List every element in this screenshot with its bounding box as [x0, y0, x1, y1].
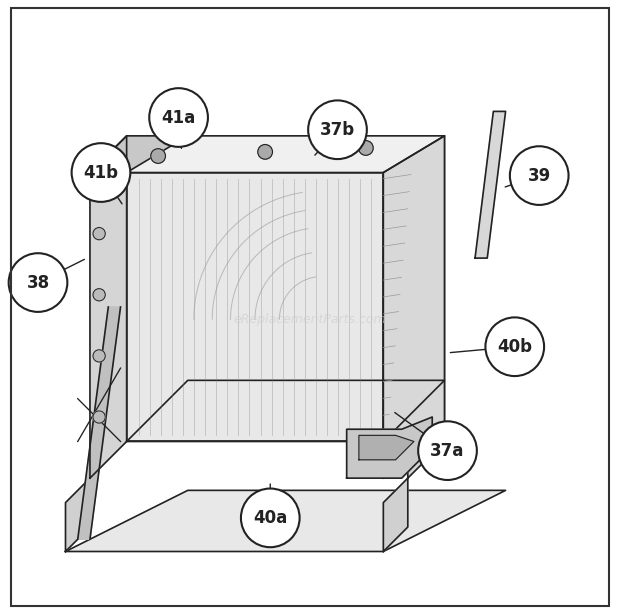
Text: 40a: 40a [253, 509, 288, 527]
Circle shape [93, 411, 105, 423]
Circle shape [358, 141, 373, 155]
Polygon shape [126, 136, 445, 173]
Circle shape [258, 144, 272, 159]
Circle shape [9, 253, 68, 312]
Polygon shape [90, 136, 445, 173]
Polygon shape [126, 173, 383, 441]
Text: 37b: 37b [320, 121, 355, 139]
Text: eReplacementParts.com: eReplacementParts.com [234, 313, 386, 325]
Text: 40b: 40b [497, 338, 532, 356]
Circle shape [72, 143, 130, 202]
Polygon shape [359, 435, 414, 460]
Text: 37a: 37a [430, 441, 465, 460]
Polygon shape [408, 136, 445, 478]
Polygon shape [66, 478, 90, 551]
Polygon shape [383, 478, 408, 551]
Circle shape [151, 149, 166, 163]
Text: 38: 38 [27, 274, 50, 292]
Text: 41a: 41a [161, 109, 196, 126]
Polygon shape [475, 111, 505, 258]
Circle shape [93, 289, 105, 301]
Polygon shape [383, 136, 445, 478]
Circle shape [93, 350, 105, 362]
Circle shape [149, 88, 208, 147]
Polygon shape [347, 417, 432, 478]
Circle shape [418, 421, 477, 480]
Circle shape [241, 489, 299, 547]
Polygon shape [126, 380, 445, 441]
Circle shape [308, 101, 367, 159]
Circle shape [510, 146, 569, 205]
Polygon shape [66, 491, 505, 551]
Text: 41b: 41b [84, 163, 118, 182]
Polygon shape [90, 136, 126, 478]
Text: 39: 39 [528, 166, 551, 185]
Circle shape [485, 317, 544, 376]
Circle shape [93, 228, 105, 239]
Polygon shape [78, 307, 120, 539]
